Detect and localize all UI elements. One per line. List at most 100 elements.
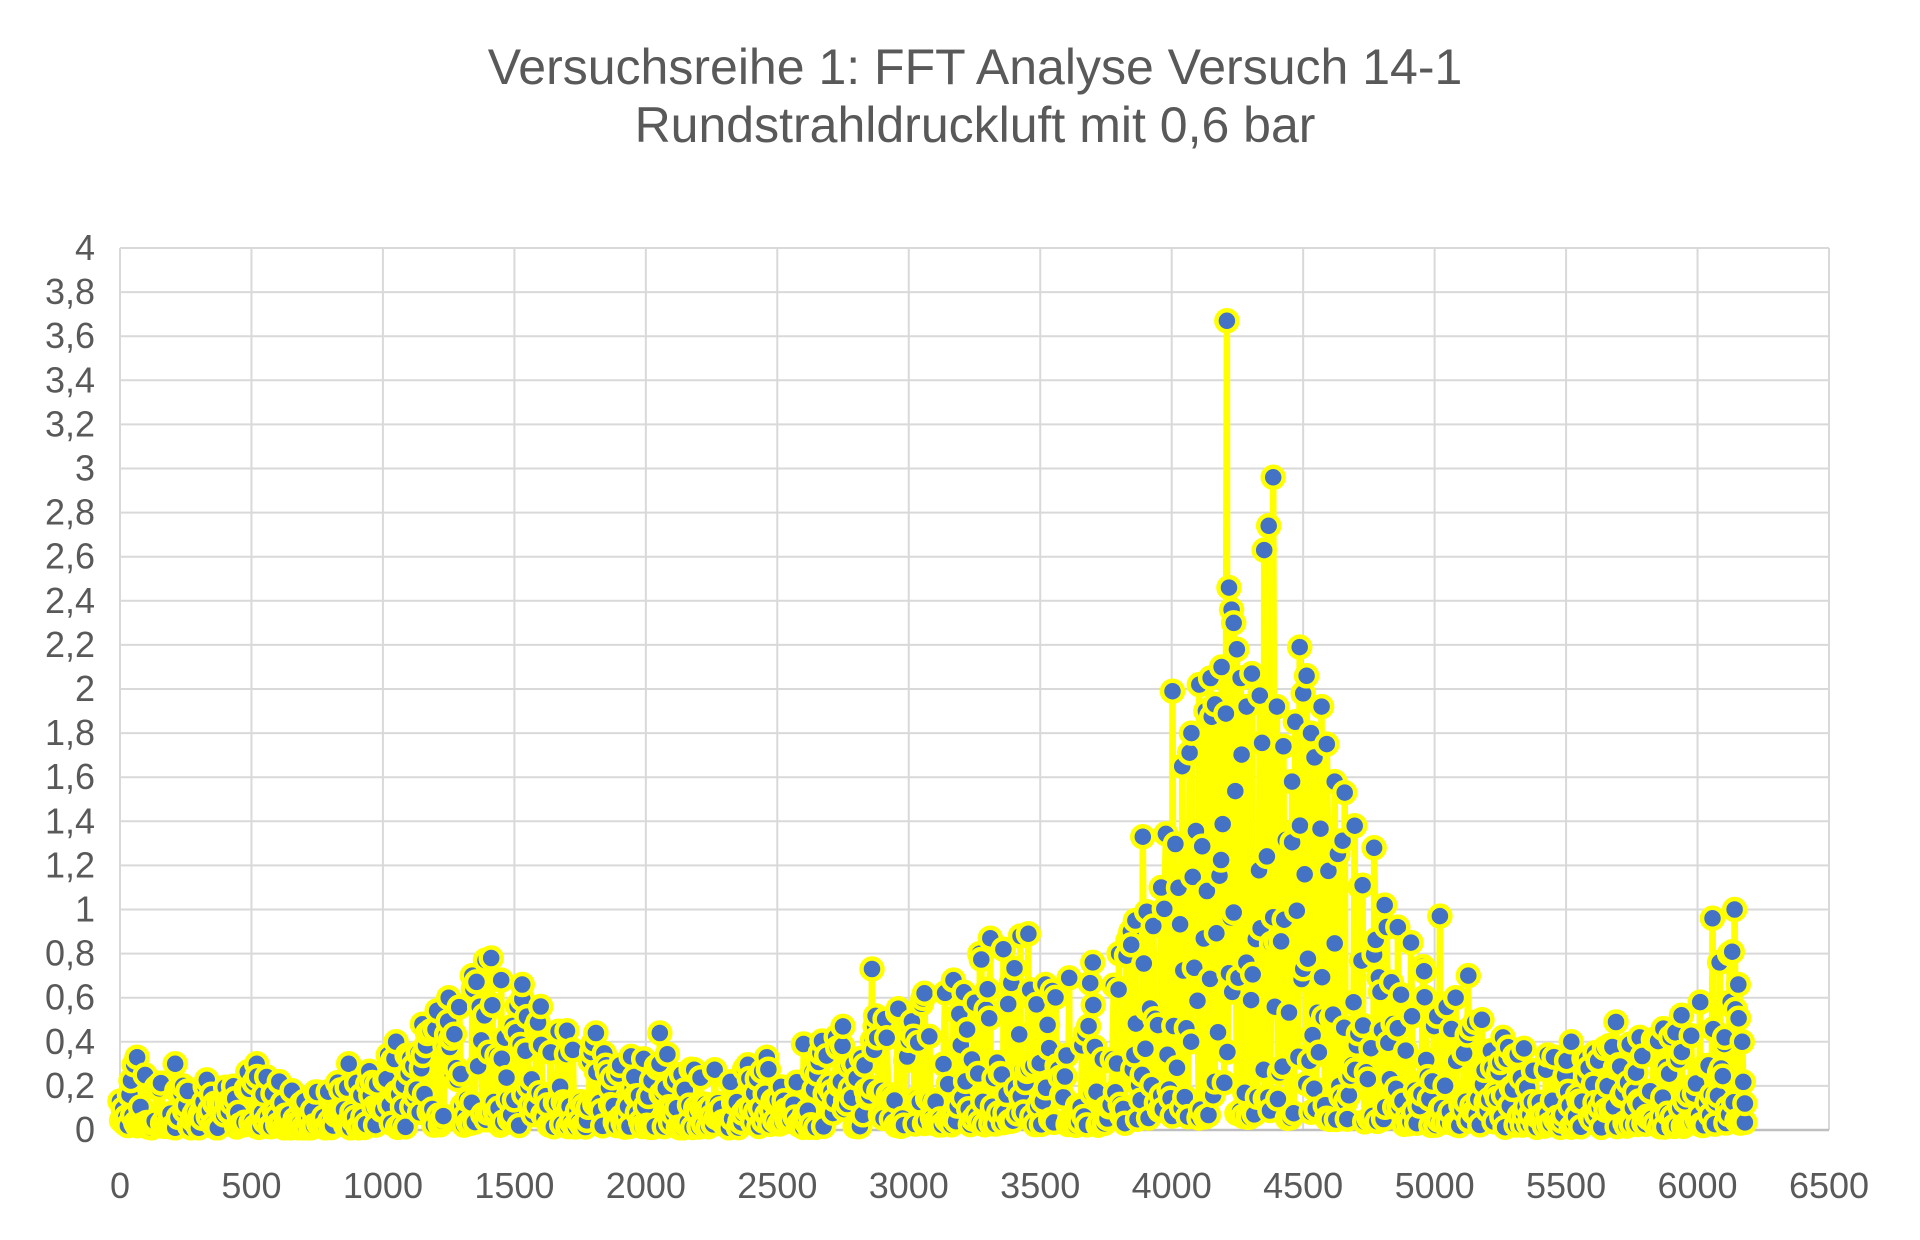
series-markers — [107, 308, 1758, 1141]
data-point-marker — [916, 1023, 943, 1050]
data-point-marker — [1213, 700, 1239, 727]
data-point-marker — [1511, 1035, 1537, 1062]
data-point-marker — [1208, 847, 1234, 873]
x-tick-label: 1500 — [474, 1165, 554, 1206]
data-point-marker — [1455, 962, 1482, 989]
data-point-marker — [1222, 778, 1249, 804]
x-tick-label: 3000 — [869, 1165, 949, 1206]
data-point-marker — [527, 993, 554, 1020]
data-point-marker — [830, 1013, 856, 1040]
y-tick-label: 0,8 — [45, 933, 95, 974]
data-point-marker — [1131, 950, 1157, 977]
data-point-marker — [1118, 932, 1144, 958]
data-point-marker — [488, 967, 514, 993]
data-point-marker — [1184, 988, 1211, 1014]
data-point-marker — [1398, 929, 1424, 956]
data-point-marker — [1220, 899, 1247, 926]
y-tick-label: 1,4 — [45, 800, 95, 841]
data-point-marker — [1469, 1007, 1495, 1033]
y-tick-label: 3,8 — [45, 271, 95, 312]
data-point-marker — [1361, 835, 1387, 861]
data-point-marker — [1291, 861, 1318, 888]
data-point-marker — [1251, 537, 1277, 563]
x-tick-label: 6500 — [1789, 1165, 1869, 1206]
data-point-marker — [968, 946, 995, 973]
y-tick-label: 2 — [75, 668, 95, 709]
data-point-marker — [1306, 1039, 1332, 1066]
y-tick-label: 2,4 — [45, 580, 95, 621]
data-point-marker — [1214, 308, 1240, 334]
x-tick-label: 500 — [221, 1165, 281, 1206]
data-point-marker — [1260, 464, 1286, 491]
y-tick-label: 3,2 — [45, 403, 95, 444]
y-tick-label: 0 — [75, 1109, 95, 1150]
data-point-marker — [1224, 636, 1250, 663]
data-point-marker — [1314, 731, 1340, 757]
data-point-marker — [1239, 660, 1265, 687]
data-point-marker — [1220, 610, 1247, 636]
data-point-marker — [1130, 823, 1156, 850]
y-tick-label: 1,2 — [45, 844, 95, 885]
data-point-marker — [1678, 1023, 1704, 1049]
data-point-marker — [1270, 733, 1297, 760]
data-point-marker — [493, 1064, 520, 1091]
x-tick-label: 4500 — [1263, 1165, 1343, 1206]
y-tick-label: 0,2 — [45, 1065, 95, 1106]
data-point-marker — [1286, 634, 1313, 660]
data-point-marker — [1080, 949, 1106, 976]
data-point-marker — [1189, 833, 1215, 860]
data-point-marker — [1725, 971, 1752, 998]
data-point-marker — [1164, 1055, 1190, 1081]
data-point-marker — [1388, 981, 1414, 1008]
data-point-marker — [1427, 903, 1453, 929]
x-tick-label: 5500 — [1526, 1165, 1606, 1206]
x-tick-label: 0 — [110, 1165, 130, 1206]
chart-title: Versuchsreihe 1: FFT Analyse Versuch 14-… — [120, 38, 1830, 154]
data-point-marker — [1729, 1029, 1755, 1055]
data-point-marker — [1203, 920, 1230, 947]
y-tick-label: 0,6 — [45, 977, 95, 1018]
data-point-marker — [755, 1056, 782, 1083]
data-point-marker — [1719, 938, 1745, 965]
data-point-marker — [509, 971, 536, 998]
data-point-marker — [1105, 976, 1132, 1003]
data-point-marker — [995, 991, 1021, 1017]
x-tick-label: 6000 — [1657, 1165, 1737, 1206]
data-point-marker — [1265, 1086, 1291, 1112]
data-point-marker — [1279, 768, 1305, 795]
data-point-marker — [1284, 897, 1310, 924]
data-point-marker — [478, 945, 504, 971]
data-point-marker — [1293, 663, 1320, 689]
data-point-marker — [1355, 1066, 1381, 1092]
data-point-marker — [1432, 1073, 1458, 1099]
data-point-marker — [1307, 815, 1334, 842]
data-point-marker — [1732, 1090, 1758, 1117]
data-point-marker — [654, 1041, 681, 1067]
data-point-marker — [1331, 779, 1358, 806]
data-point-marker — [1721, 896, 1748, 923]
data-point-marker — [1340, 989, 1367, 1015]
x-tick-label: 1000 — [343, 1165, 423, 1206]
data-point-marker — [1140, 913, 1167, 939]
data-point-marker — [1276, 999, 1302, 1026]
y-tick-label: 1 — [75, 889, 95, 930]
y-tick-label: 1,8 — [45, 712, 95, 753]
data-point-marker — [1151, 896, 1178, 922]
data-point-marker — [1249, 730, 1275, 756]
x-tick-label: 5000 — [1395, 1165, 1475, 1206]
data-point-marker — [1321, 930, 1348, 957]
y-tick-label: 3,6 — [45, 315, 95, 356]
data-point-marker — [441, 1021, 468, 1047]
data-point-marker — [1216, 574, 1242, 601]
data-point-marker — [162, 1051, 188, 1077]
data-point-marker — [479, 992, 506, 1018]
data-point-marker — [1214, 1039, 1241, 1065]
data-point-marker — [1001, 955, 1028, 981]
data-point-marker — [1341, 812, 1368, 839]
data-point-marker — [930, 1051, 957, 1077]
data-point-marker — [1208, 654, 1235, 680]
data-point-marker — [1308, 693, 1335, 720]
data-point-marker — [1247, 682, 1273, 709]
